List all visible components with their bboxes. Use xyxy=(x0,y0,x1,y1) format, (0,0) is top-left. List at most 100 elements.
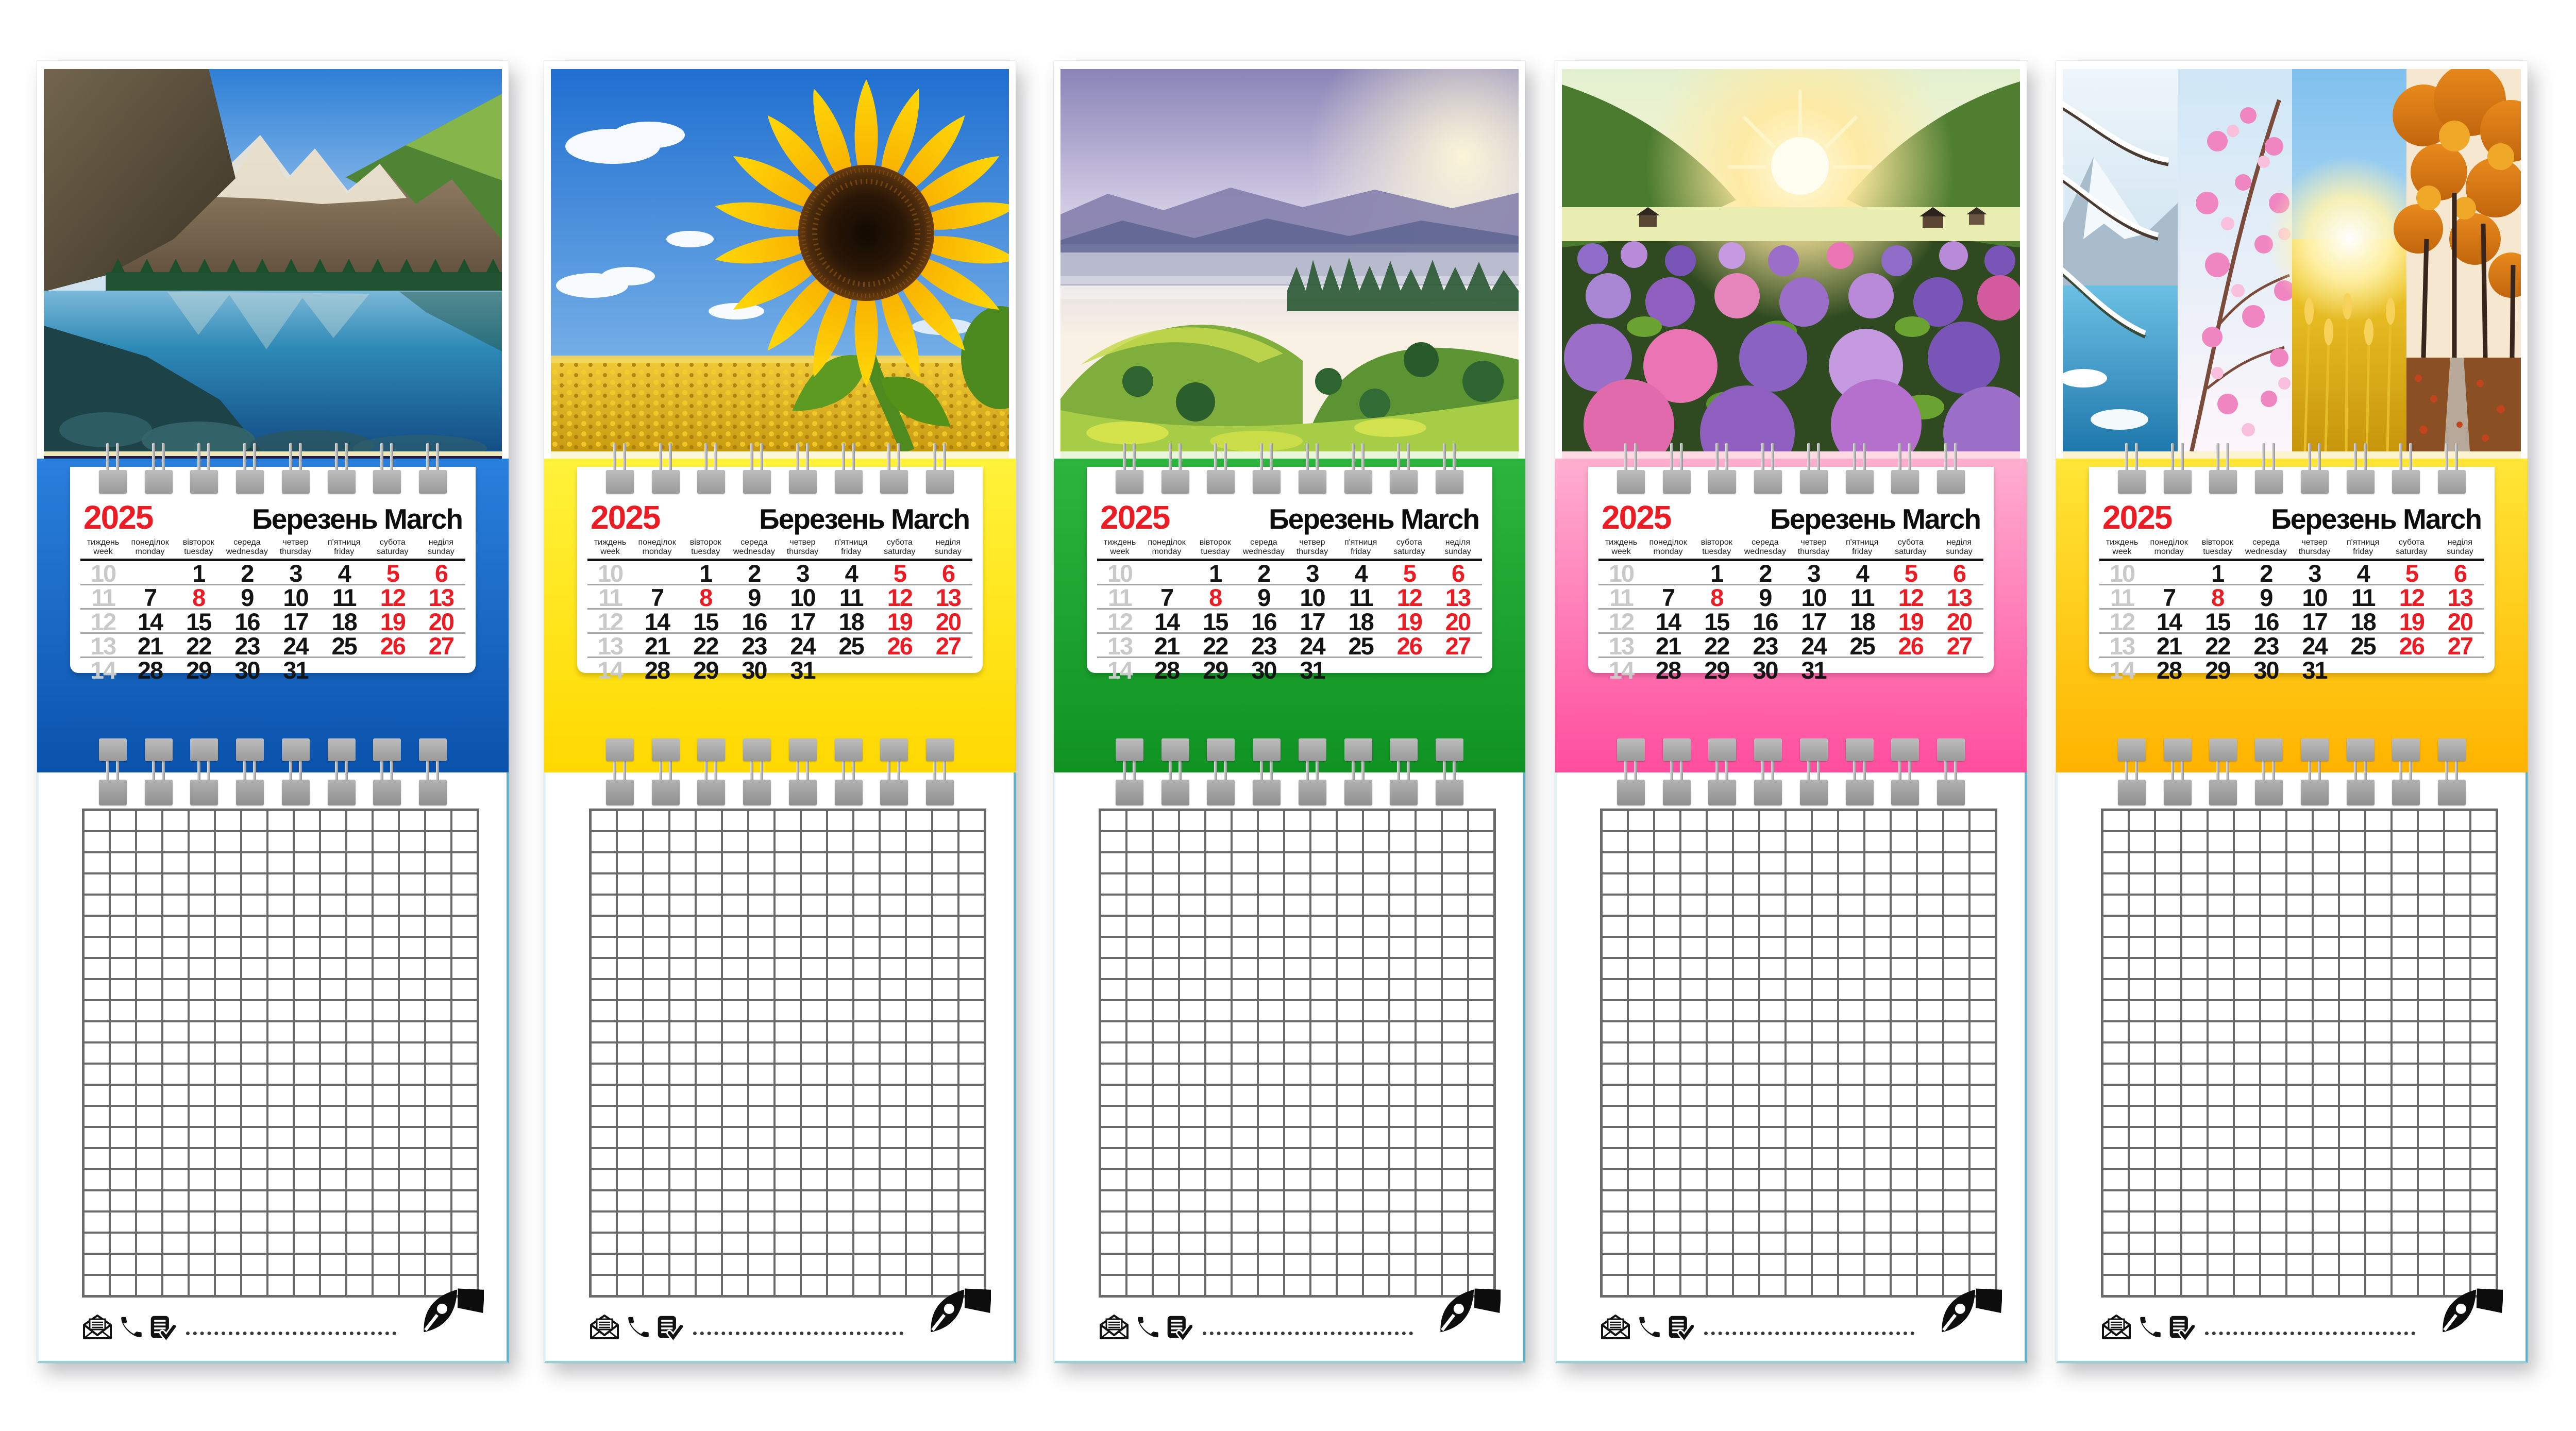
notepad-footer xyxy=(1600,1288,2002,1340)
day-cell: 22 xyxy=(2205,632,2231,660)
binding-clip xyxy=(1435,470,1463,494)
day-cell: 19 xyxy=(2399,608,2425,635)
binding-clip xyxy=(373,780,401,805)
binding-unit xyxy=(1253,738,1281,805)
calendar-hydrangeas: 2025 Березень March тиждень week понеділок… xyxy=(1555,61,2027,1363)
binding-unit xyxy=(1891,443,1920,494)
day-cell: 30 xyxy=(1251,656,1277,684)
dow-cell: тиждень week xyxy=(87,538,120,557)
day-cell: 23 xyxy=(1251,632,1277,660)
binding-clip xyxy=(1116,738,1143,761)
dow-cell: неділя sunday xyxy=(1946,538,1973,557)
binding-clip xyxy=(190,738,218,761)
binding-unit xyxy=(1161,443,1189,494)
day-cell: 23 xyxy=(234,632,260,660)
dow-cell: четвер thursday xyxy=(786,538,819,557)
day-cell: 19 xyxy=(887,608,913,635)
day-cell: 16 xyxy=(234,608,260,635)
binding-unit xyxy=(743,443,771,494)
week-row: 12 14 15 16 17 18 19 20 xyxy=(587,610,972,634)
binding-clip xyxy=(1253,738,1281,761)
day-cell: 28 xyxy=(1154,656,1180,684)
binding-clip xyxy=(1845,470,1874,494)
day-cell: 11 xyxy=(839,583,864,611)
week-row: 14 28 29 30 31 xyxy=(1097,656,1482,684)
pen-nib-icon xyxy=(424,1288,484,1333)
notepad xyxy=(544,772,1016,1363)
day-cell: 7 xyxy=(1662,583,1675,611)
day-cell: 12 xyxy=(2399,583,2425,611)
binding-clip xyxy=(697,780,726,805)
dow-cell: п'ятниця friday xyxy=(2346,538,2380,557)
binding-clip xyxy=(2209,780,2237,805)
envelope-icon xyxy=(1601,1315,1630,1339)
binding-clip xyxy=(190,470,218,494)
mountain-lake-scene xyxy=(44,69,502,451)
dow-cell: тиждень week xyxy=(594,538,627,557)
week-row: 12 14 15 16 17 18 19 20 xyxy=(1097,610,1482,634)
binding-clip xyxy=(2392,738,2420,761)
day-cell: 26 xyxy=(380,632,406,660)
dow-cell: вівторок tuesday xyxy=(2201,538,2233,557)
binding-unit xyxy=(236,443,264,494)
day-cell: 16 xyxy=(1251,608,1277,635)
day-of-week-row: тиждень week понеділок monday вівторок tuesda… xyxy=(1097,538,1482,561)
color-band: 2025 Березень March тиждень week понеділок… xyxy=(2056,443,2528,805)
binding-clip xyxy=(1845,780,1874,805)
binding-clip xyxy=(144,470,173,494)
pen-nib-icon xyxy=(1942,1288,2002,1333)
binding-clip xyxy=(2118,780,2146,805)
day-cell: 2 xyxy=(748,559,761,587)
binding-unit xyxy=(1207,443,1235,494)
week-number: 12 xyxy=(1107,608,1133,635)
binding-clip xyxy=(1344,738,1372,761)
dow-cell: середа wednesday xyxy=(1744,538,1786,557)
photo-sunflower xyxy=(551,69,1009,451)
binding-unit xyxy=(1298,443,1326,494)
binding-clip xyxy=(1116,780,1143,805)
binding-clip xyxy=(1298,780,1326,805)
day-cell: 9 xyxy=(1759,583,1772,611)
photo-edge-strip xyxy=(551,451,1009,456)
photo-hydrangeas xyxy=(1562,69,2020,451)
day-cell: 7 xyxy=(1160,583,1174,611)
notes-check-icon xyxy=(2169,1316,2195,1340)
binding-clip xyxy=(190,780,218,805)
week-row: 13 21 22 23 24 25 26 27 xyxy=(587,634,972,658)
photo-edge-line xyxy=(44,456,502,459)
dow-cell: середа wednesday xyxy=(1242,538,1285,557)
dow-cell: вівторок tuesday xyxy=(1701,538,1732,557)
day-cell: 31 xyxy=(790,656,816,684)
day-cell: 20 xyxy=(2447,608,2473,635)
photo-edge-line xyxy=(551,456,1009,459)
day-cell: 15 xyxy=(186,608,212,635)
day-cell: 18 xyxy=(1849,608,1875,635)
binding-clip xyxy=(2437,470,2466,494)
hydrangea-scene xyxy=(1562,69,2020,451)
day-cell: 11 xyxy=(1349,583,1374,611)
binding-clip xyxy=(880,780,908,805)
day-cell: 3 xyxy=(289,559,302,587)
week-row: 11 7 8 9 10 11 12 13 xyxy=(80,585,465,610)
day-cell: 12 xyxy=(380,583,406,611)
day-cell: 18 xyxy=(331,608,357,635)
sunflower-scene xyxy=(551,69,1009,451)
phone-icon xyxy=(1639,1317,1660,1338)
week-number: 13 xyxy=(597,632,624,660)
spiral-binding-bottom xyxy=(1087,738,1492,805)
binding-unit xyxy=(2392,738,2420,805)
binding-clip xyxy=(144,738,173,761)
binding-clip xyxy=(743,738,771,761)
week-row: 14 28 29 30 31 xyxy=(80,658,465,682)
day-of-week-row: тиждень week понеділок monday вівторок tuesda… xyxy=(2099,538,2484,561)
day-cell: 21 xyxy=(644,632,670,660)
binding-unit xyxy=(788,738,817,805)
binding-clip xyxy=(743,780,771,805)
envelope-icon xyxy=(1100,1315,1129,1339)
week-number: 11 xyxy=(1609,583,1634,611)
month-card: 2025 Березень March тиждень week понеділок… xyxy=(577,467,983,682)
binding-clip xyxy=(281,780,310,805)
binding-clip xyxy=(788,780,817,805)
day-cell: 2 xyxy=(2260,559,2273,587)
binding-clip xyxy=(925,780,954,805)
